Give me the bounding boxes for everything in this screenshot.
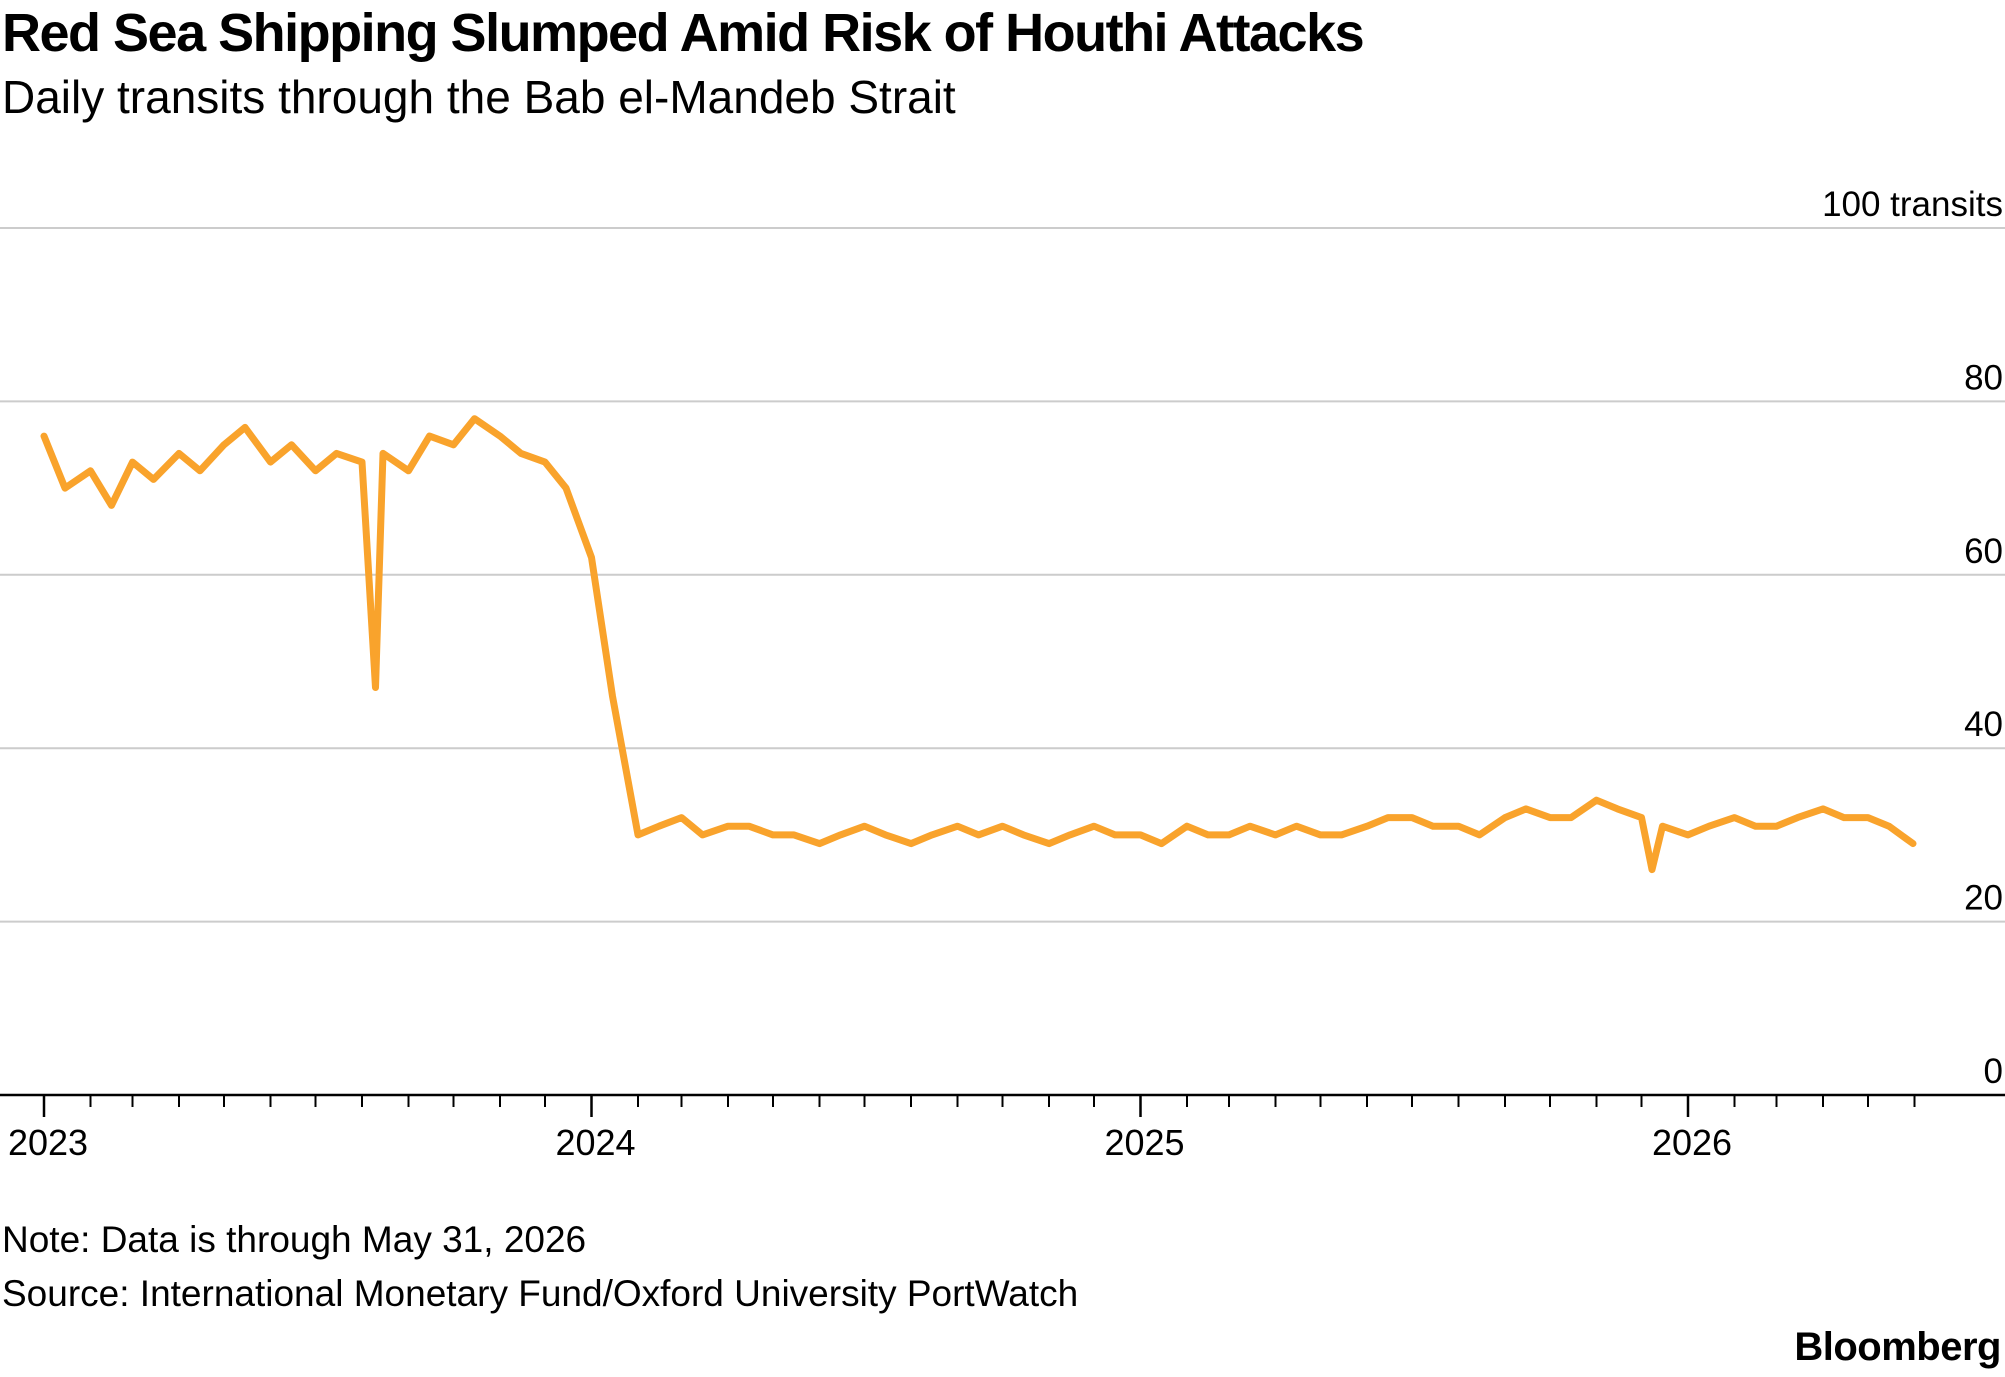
chart-subtitle: Daily transits through the Bab el-Mandeb… — [2, 71, 956, 123]
y-tick-label: 80 — [1964, 358, 2003, 397]
y-tick-label: 100 transits — [1822, 185, 2003, 224]
y-tick-label: 0 — [1984, 1052, 2003, 1091]
chart-note: Note: Data is through May 31, 2026 — [2, 1219, 587, 1260]
brand-logo: Bloomberg — [1794, 1325, 2001, 1369]
x-tick-label: 2025 — [1104, 1122, 1184, 1163]
chart-source: Source: International Monetary Fund/Oxfo… — [2, 1273, 1079, 1314]
y-tick-label: 40 — [1964, 705, 2003, 744]
x-axis: 2023 2024 2025 2026 — [0, 1093, 2005, 1163]
y-tick-label: 20 — [1964, 879, 2003, 918]
y-axis-labels: 0 20 40 60 80 100 transits — [1822, 185, 2003, 1091]
x-tick-label: 2023 — [8, 1122, 88, 1163]
x-tick-label: 2024 — [555, 1122, 635, 1163]
series-line — [40, 415, 1917, 874]
y-tick-label: 60 — [1964, 532, 2003, 571]
gridlines — [0, 227, 2005, 923]
chart-title: Red Sea Shipping Slumped Amid Risk of Ho… — [2, 3, 1365, 63]
x-tick-label: 2026 — [1652, 1122, 1732, 1163]
series-line-path — [40, 415, 1917, 874]
